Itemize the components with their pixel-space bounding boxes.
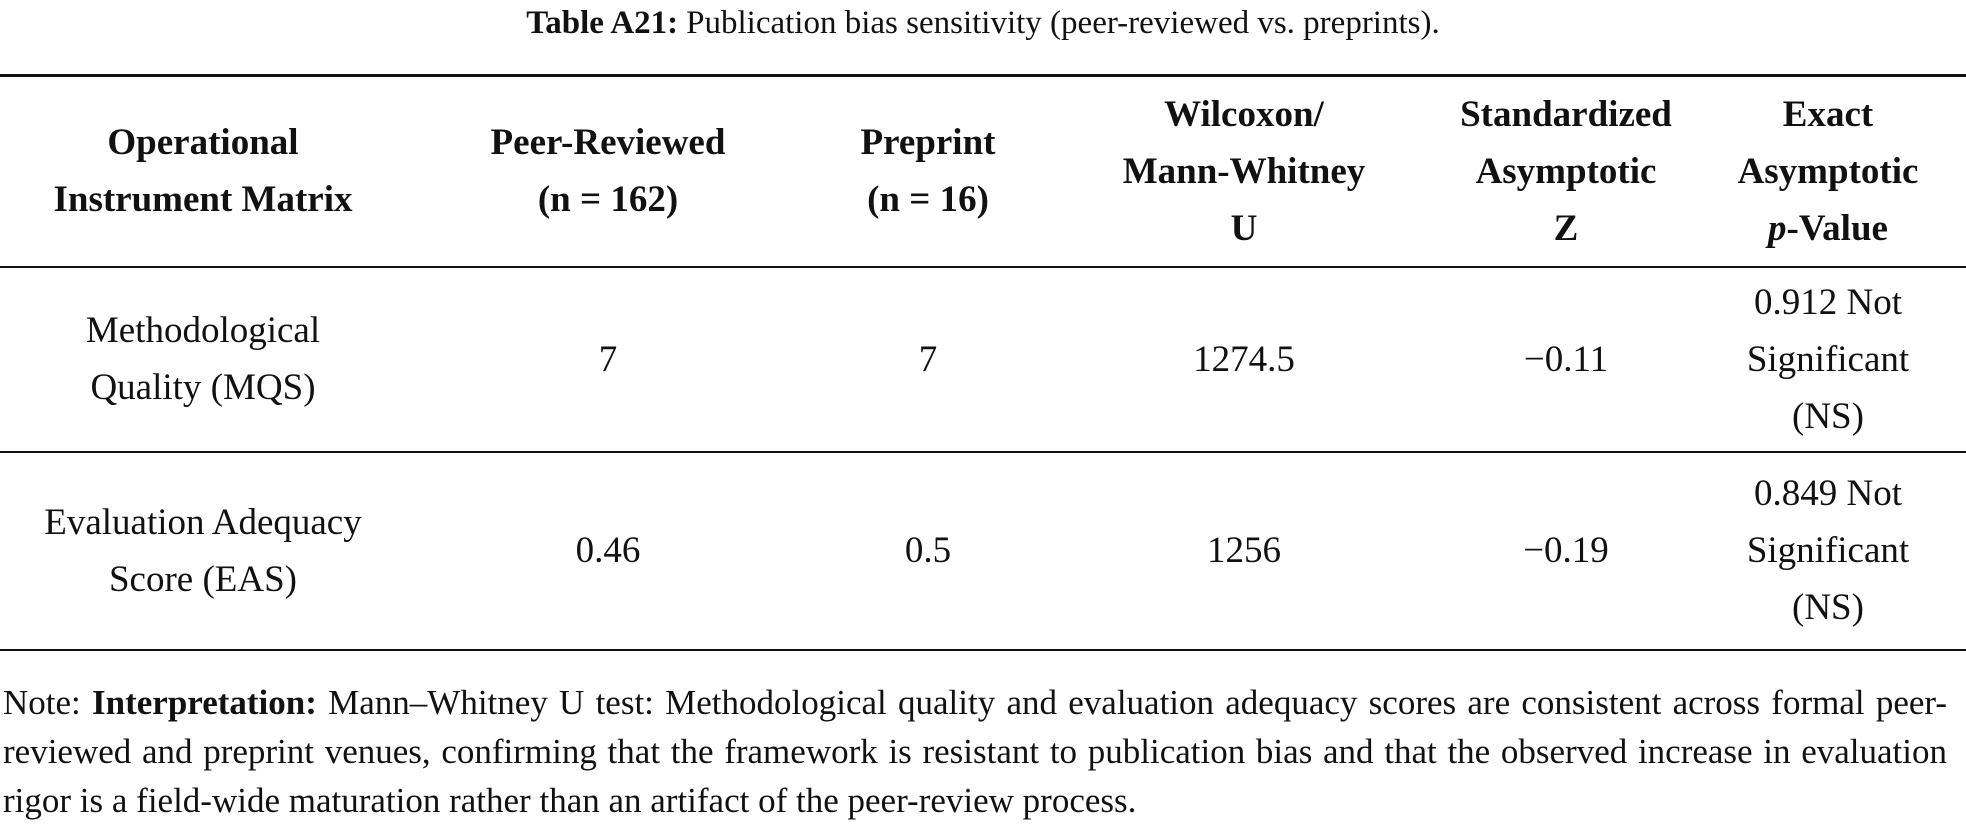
table-cell: 0.46 [406, 452, 810, 650]
cell-line: (NS) [1792, 587, 1864, 628]
cell-line: p-Value [1690, 200, 1966, 257]
cell-line: Standardized [1460, 93, 1672, 135]
cell-line: Asymptotic [1737, 150, 1919, 192]
table-cell: 7 [810, 267, 1046, 452]
title-label: Table A21: [526, 5, 679, 41]
cell-line: U [1230, 207, 1258, 249]
cell-line: Z [1553, 207, 1579, 249]
header-cell: Exact Asymptotic p-Value [1690, 76, 1966, 267]
cell-line: Peer-Reviewed [490, 122, 726, 164]
table-cell: 0.912 Not Significant (NS) [1690, 267, 1966, 452]
header-cell: Operational Instrument Matrix [0, 76, 406, 267]
table-cell: 0.5 [810, 452, 1046, 650]
note-text: Mann–Whitney U test: Methodological qual… [3, 683, 1948, 820]
cell-line: 0.46 [575, 530, 641, 571]
table-cell: −0.11 [1442, 267, 1690, 452]
cell-line: 1256 [1207, 530, 1281, 571]
cell-line: Significant [1746, 338, 1910, 380]
cell-line: Significant [1746, 530, 1910, 571]
cell-line: 7 [598, 338, 618, 380]
header-row: Operational Instrument Matrix Peer-Reviewe… [0, 75, 1966, 267]
header-cell: Preprint (n = 16) [810, 76, 1046, 267]
cell-line: 0.912 Not [1754, 281, 1902, 323]
table-cell: Methodological Quality (MQS) [0, 267, 406, 452]
table-cell: Evaluation Adequacy Score (EAS) [0, 452, 406, 650]
cell-line: 1274.5 [1193, 338, 1295, 380]
cell-line: Asymptotic [1475, 150, 1657, 192]
cell-line: Score (EAS) [108, 558, 298, 600]
header-cell: Wilcoxon/Mann-Whitney U [1046, 76, 1442, 267]
cell-line: Methodological [85, 310, 321, 351]
cell-line: Wilcoxon/ [1164, 93, 1324, 135]
cell-line: Preprint [860, 122, 996, 164]
table-header: Operational Instrument Matrix Peer-Reviewe… [0, 75, 1966, 267]
table-row: Methodological Quality (MQS) 7 7 1274.5 −0.11… [0, 267, 1966, 452]
cell-line: 0.849 Not [1754, 473, 1902, 514]
table-note: Note: Interpretation: Mann–Whitney U tes… [3, 678, 1947, 825]
cell-line: Exact [1782, 93, 1874, 135]
cell-line: (n = 162) [537, 179, 679, 221]
note-prefix: Note: [3, 683, 81, 722]
table: Operational Instrument Matrix Peer-Reviewe… [0, 74, 1966, 651]
cell-line: (NS) [1792, 395, 1864, 437]
table-cell: 7 [406, 267, 810, 452]
cell-line: 7 [918, 338, 938, 380]
title-text: Publication bias sensitivity (peer-revie… [686, 5, 1440, 41]
table-cell: 0.849 Not Significant (NS) [1690, 452, 1966, 650]
cell-line: Instrument Matrix [53, 179, 353, 221]
table-cell: 1274.5 [1046, 267, 1442, 452]
cell-line: Mann-Whitney [1122, 150, 1366, 192]
cell-line: Evaluation Adequacy [44, 501, 362, 543]
header-cell: Peer-Reviewed (n = 162) [406, 76, 810, 267]
cell-text: -Value [1786, 207, 1888, 249]
table-row: Evaluation Adequacy Score (EAS) 0.46 0.5 125… [0, 452, 1966, 650]
table-title: Table A21: Publication bias sensitivity (… [0, 2, 1966, 44]
table-body: Methodological Quality (MQS) 7 7 1274.5 −0.11… [0, 267, 1966, 650]
cell-line: −0.19 [1523, 530, 1609, 571]
header-cell: Standardized Asymptotic Z [1442, 76, 1690, 267]
cell-line: −0.11 [1523, 338, 1609, 380]
cell-line: (n = 16) [867, 179, 989, 221]
cell-line: 0.5 [904, 530, 952, 571]
note-label: Interpretation: [92, 683, 317, 722]
italic-text: p [1768, 207, 1787, 249]
cell-line: Operational [107, 122, 299, 164]
cell-line: Quality (MQS) [90, 367, 316, 408]
table-cell: 1256 [1046, 452, 1442, 650]
table-cell: −0.19 [1442, 452, 1690, 650]
